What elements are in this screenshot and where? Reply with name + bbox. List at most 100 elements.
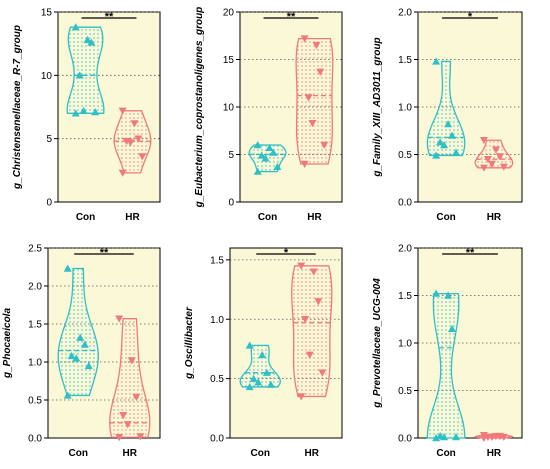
- con-violin: [66, 26, 105, 114]
- chart-panel-6: 0.0 0.5 1.0 1.5 2.0 g_Prevotellaceae_UCG-004 C…: [372, 244, 523, 459]
- con-data-point: [79, 106, 88, 114]
- con-violin: [426, 60, 466, 157]
- y-tick-label: 0: [228, 198, 234, 209]
- hr-data-point: [316, 68, 325, 76]
- con-data-point: [83, 35, 92, 44]
- hr-data-point: [308, 119, 317, 128]
- con-data-point: [71, 109, 80, 117]
- hr-data-point: [300, 160, 309, 168]
- y-tick-label: 1.5: [210, 255, 224, 266]
- chart-panel-5: 0.0 0.5 1.0 1.5 g_Oscillibacter Con HR *: [184, 247, 343, 459]
- hr-data-point: [487, 433, 496, 442]
- y-tick-label: 2.5: [28, 244, 42, 255]
- y-axis-label: g_Prevotellaceae_UCG-004: [372, 278, 383, 409]
- con-data-point: [269, 148, 278, 156]
- con-data-point: [444, 291, 453, 299]
- con-data-point: [249, 374, 258, 382]
- significance-label: **: [466, 247, 475, 259]
- con-violin: [239, 344, 281, 388]
- con-data-point: [253, 141, 262, 149]
- hr-data-point: [491, 146, 500, 154]
- con-data-point: [63, 391, 72, 399]
- hr-data-point: [479, 137, 488, 145]
- y-axis-label: g_Christensenellaceae_R-7_group: [12, 25, 23, 190]
- y-tick-label: 0.5: [398, 150, 412, 161]
- con-data-point: [452, 148, 461, 156]
- y-tick-label: 2.0: [398, 8, 412, 19]
- x-category-label: Con: [436, 212, 455, 223]
- con-data-point: [452, 433, 461, 441]
- con-data-point: [448, 131, 457, 139]
- hr-data-point: [118, 107, 127, 115]
- hr-data-point: [297, 262, 306, 270]
- con-data-point: [448, 324, 457, 332]
- y-tick-label: 0.5: [398, 386, 412, 397]
- hr-data-point: [305, 351, 314, 359]
- con-data-point: [432, 57, 441, 65]
- hr-data-point: [320, 141, 329, 149]
- y-tick-label: 0.5: [210, 374, 224, 385]
- con-data-point: [432, 151, 441, 159]
- x-category-label: HR: [305, 448, 320, 459]
- hr-data-point: [138, 153, 147, 161]
- x-category-label: Con: [258, 212, 277, 223]
- y-tick-label: 15: [223, 55, 235, 66]
- hr-data-point: [119, 412, 128, 420]
- x-category-label: Con: [251, 448, 270, 459]
- con-data-point: [261, 154, 270, 162]
- y-tick-label: 0: [46, 198, 52, 209]
- hr-data-point: [132, 393, 141, 401]
- hr-data-point: [487, 160, 496, 168]
- hr-violin: [295, 37, 334, 165]
- con-data-point: [80, 340, 89, 348]
- con-data-point: [253, 167, 262, 175]
- x-category-label: HR: [307, 212, 322, 223]
- x-category-label: Con: [76, 212, 95, 223]
- hr-data-point: [297, 393, 306, 401]
- hr-data-point: [115, 315, 124, 323]
- hr-data-point: [115, 434, 124, 442]
- y-tick-label: 1.0: [210, 315, 224, 326]
- hr-data-point: [309, 268, 318, 276]
- y-tick-label: 1.0: [28, 358, 42, 369]
- hr-violin: [109, 318, 151, 438]
- hr-data-point: [304, 94, 313, 102]
- hr-data-point: [127, 357, 136, 365]
- x-category-label: HR: [123, 448, 138, 459]
- hr-data-point: [479, 434, 488, 442]
- con-data-point: [71, 23, 80, 31]
- y-axis-label: g_Family_XIII_AD3011_group: [372, 37, 383, 177]
- hr-data-point: [126, 139, 135, 147]
- x-category-label: HR: [487, 448, 502, 459]
- significance-label: **: [105, 11, 114, 23]
- con-data-point: [254, 378, 263, 386]
- con-data-point: [67, 351, 76, 360]
- con-data-point: [257, 151, 266, 159]
- con-data-point: [265, 143, 274, 152]
- con-data-point: [84, 361, 93, 369]
- hr-data-point: [479, 164, 488, 172]
- hr-data-point: [499, 433, 508, 442]
- con-data-point: [245, 382, 254, 391]
- y-tick-label: 1.0: [398, 339, 412, 350]
- significance-label: **: [100, 247, 109, 259]
- y-tick-label: 1.5: [28, 320, 42, 331]
- con-data-point: [75, 71, 84, 79]
- y-tick-label: 1.0: [398, 103, 412, 114]
- hr-data-point: [483, 156, 492, 164]
- y-axis-label: g_Eubacterium_coprostanoligenes_group: [194, 7, 205, 209]
- con-data-point: [262, 368, 271, 376]
- hr-data-point: [136, 433, 145, 441]
- chart-panel-1: 0 5 10 15 g_Christensenellaceae_R-7_group Con…: [12, 8, 161, 223]
- y-tick-label: 2.0: [398, 244, 412, 255]
- con-data-point: [87, 38, 96, 46]
- con-data-point: [63, 264, 72, 272]
- y-tick-label: 2.0: [28, 282, 42, 293]
- hr-data-point: [134, 135, 143, 143]
- con-data-point: [432, 289, 441, 297]
- con-data-point: [432, 434, 441, 442]
- y-tick-label: 15: [41, 8, 53, 19]
- y-tick-label: 0.0: [28, 434, 42, 445]
- hr-data-point: [123, 421, 132, 429]
- significance-label: *: [468, 11, 473, 23]
